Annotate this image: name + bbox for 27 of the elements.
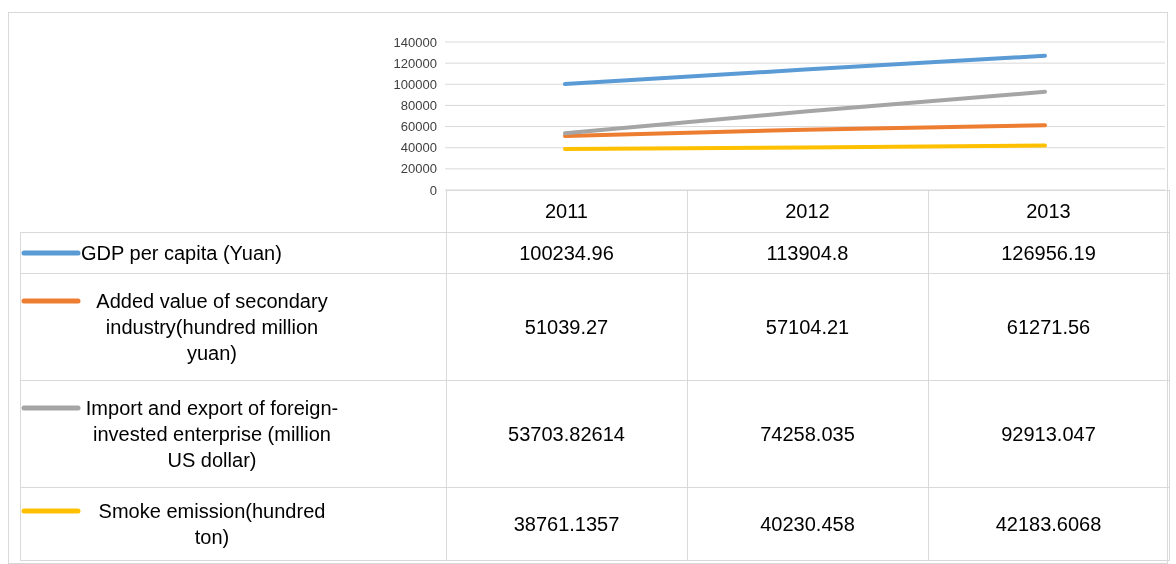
x-tick-label: 2013: [928, 190, 1169, 233]
legend-label: Import and export of foreign-invested enterprise (million US dollar): [85, 397, 339, 471]
y-tick-label: 120000: [393, 55, 437, 71]
legend-label: GDP per capita (Yuan): [81, 242, 282, 264]
y-tick-label: 20000: [400, 161, 437, 177]
data-label: 53703.82614: [446, 380, 687, 488]
data-label: 51039.27: [446, 273, 687, 381]
data-label: 42183.6068: [928, 487, 1169, 561]
data-label: 40230.458: [687, 487, 928, 561]
data-label: 57104.21: [687, 273, 928, 381]
data-label: 74258.035: [687, 380, 928, 488]
data-label: 92913.047: [928, 380, 1169, 488]
data-label: 61271.56: [928, 273, 1169, 381]
x-tick-label: 2011: [446, 190, 687, 233]
y-tick-label: 140000: [393, 34, 437, 50]
data-label: 38761.1357: [446, 487, 687, 561]
y-tick-label: 80000: [400, 98, 437, 114]
y-tick-label: 100000: [393, 76, 437, 92]
y-tick-label: 0: [429, 182, 437, 198]
legend-label: Smoke emission(hundred ton): [98, 500, 326, 548]
y-tick-label: 40000: [400, 140, 437, 156]
y-tick-label: 60000: [400, 119, 437, 135]
data-label: 113904.8: [687, 232, 928, 274]
data-label: 126956.19: [928, 232, 1169, 274]
legend-label: Added value of secondary industry(hundred million yuan): [96, 290, 328, 364]
data-label: 100234.96: [446, 232, 687, 274]
x-tick-label: 2012: [687, 190, 928, 233]
